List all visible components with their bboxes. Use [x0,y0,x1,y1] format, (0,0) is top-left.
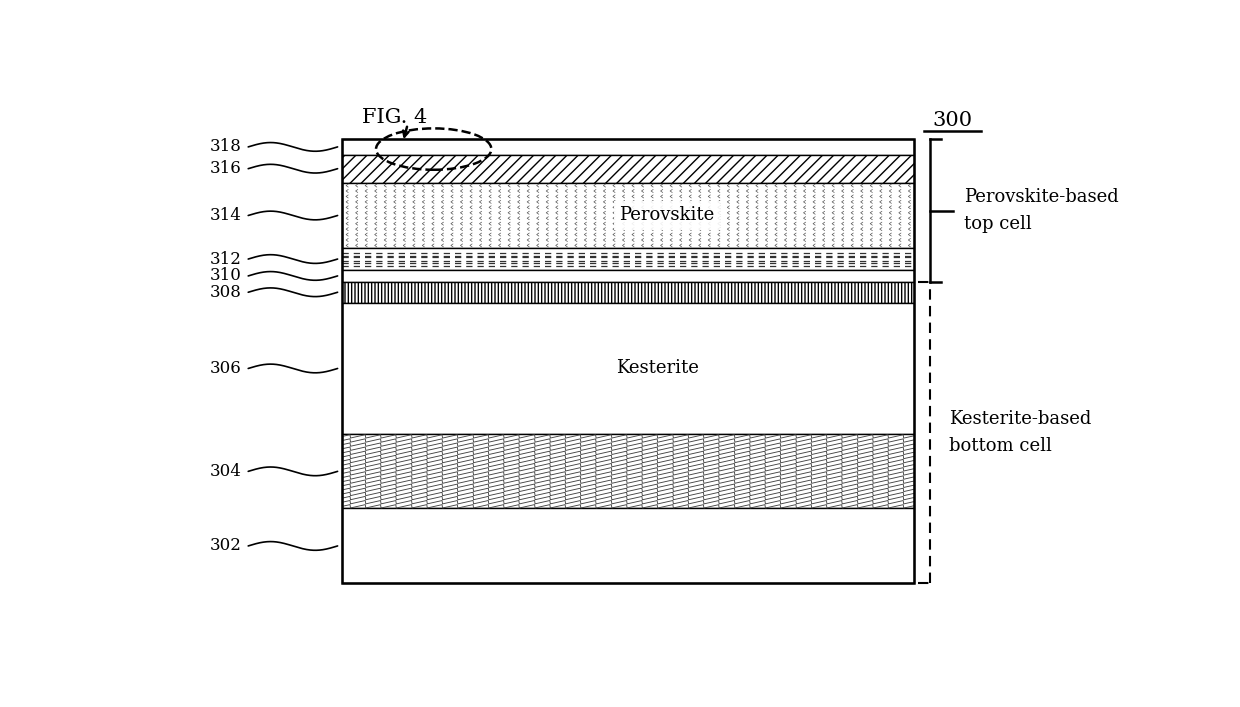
Text: Perovskite: Perovskite [619,206,714,225]
Text: FIG. 4: FIG. 4 [362,108,427,127]
Bar [342,248,914,270]
Text: 318: 318 [210,139,242,156]
Text: Kesterite: Kesterite [616,359,698,378]
Bar [342,139,914,155]
Text: 316: 316 [210,160,242,177]
Text: Kesterite-based
bottom cell: Kesterite-based bottom cell [949,410,1091,455]
Text: 300: 300 [932,111,972,129]
Bar [342,270,914,282]
Text: 312: 312 [210,250,242,267]
Text: Perovskite-based
top cell: Perovskite-based top cell [965,188,1118,233]
Bar [342,139,914,583]
Text: 302: 302 [210,537,242,554]
Bar [342,183,914,248]
Text: 308: 308 [210,284,242,300]
Bar [342,508,914,583]
Bar [342,139,914,583]
Text: 304: 304 [210,463,242,480]
Text: 310: 310 [210,267,242,284]
Text: 314: 314 [210,207,242,224]
Bar [342,303,914,434]
Text: 306: 306 [210,360,242,377]
Bar [342,434,914,508]
Bar [342,282,914,303]
Bar [342,155,914,183]
